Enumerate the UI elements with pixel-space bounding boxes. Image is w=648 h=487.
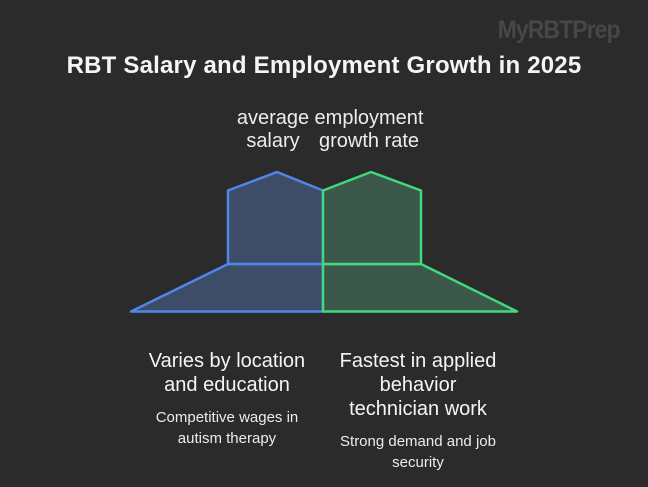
growth-base-trapezoid — [321, 262, 519, 313]
growth-pentagon — [321, 170, 423, 266]
salary-pentagon — [226, 170, 325, 266]
salary-base-trapezoid — [129, 262, 325, 313]
growth-subheading: Strong demand and job security — [340, 433, 496, 471]
brand-watermark: MyRBTPrep — [497, 16, 621, 44]
growth-heading: Fastest in applied behavior technician w… — [339, 350, 497, 420]
salary-heading: Varies by location and education — [148, 350, 306, 396]
column-label-employment-growth-rate: employment growth rate — [314, 107, 424, 152]
column-label-average-salary: average salary — [236, 107, 310, 152]
page-title: RBT Salary and Employment Growth in 2025 — [66, 52, 582, 79]
salary-subheading: Competitive wages in autism therapy — [155, 409, 299, 447]
